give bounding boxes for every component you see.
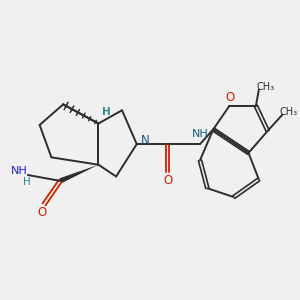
Text: CH₃: CH₃ (280, 107, 298, 117)
Text: O: O (163, 174, 172, 187)
Text: O: O (37, 206, 46, 219)
Text: CH₃: CH₃ (257, 82, 275, 92)
Text: H: H (22, 177, 30, 188)
Text: N: N (141, 134, 149, 147)
Text: H: H (102, 107, 111, 117)
Text: NH: NH (192, 129, 209, 139)
Text: NH: NH (11, 166, 27, 176)
Polygon shape (59, 165, 98, 183)
Text: O: O (226, 91, 235, 103)
